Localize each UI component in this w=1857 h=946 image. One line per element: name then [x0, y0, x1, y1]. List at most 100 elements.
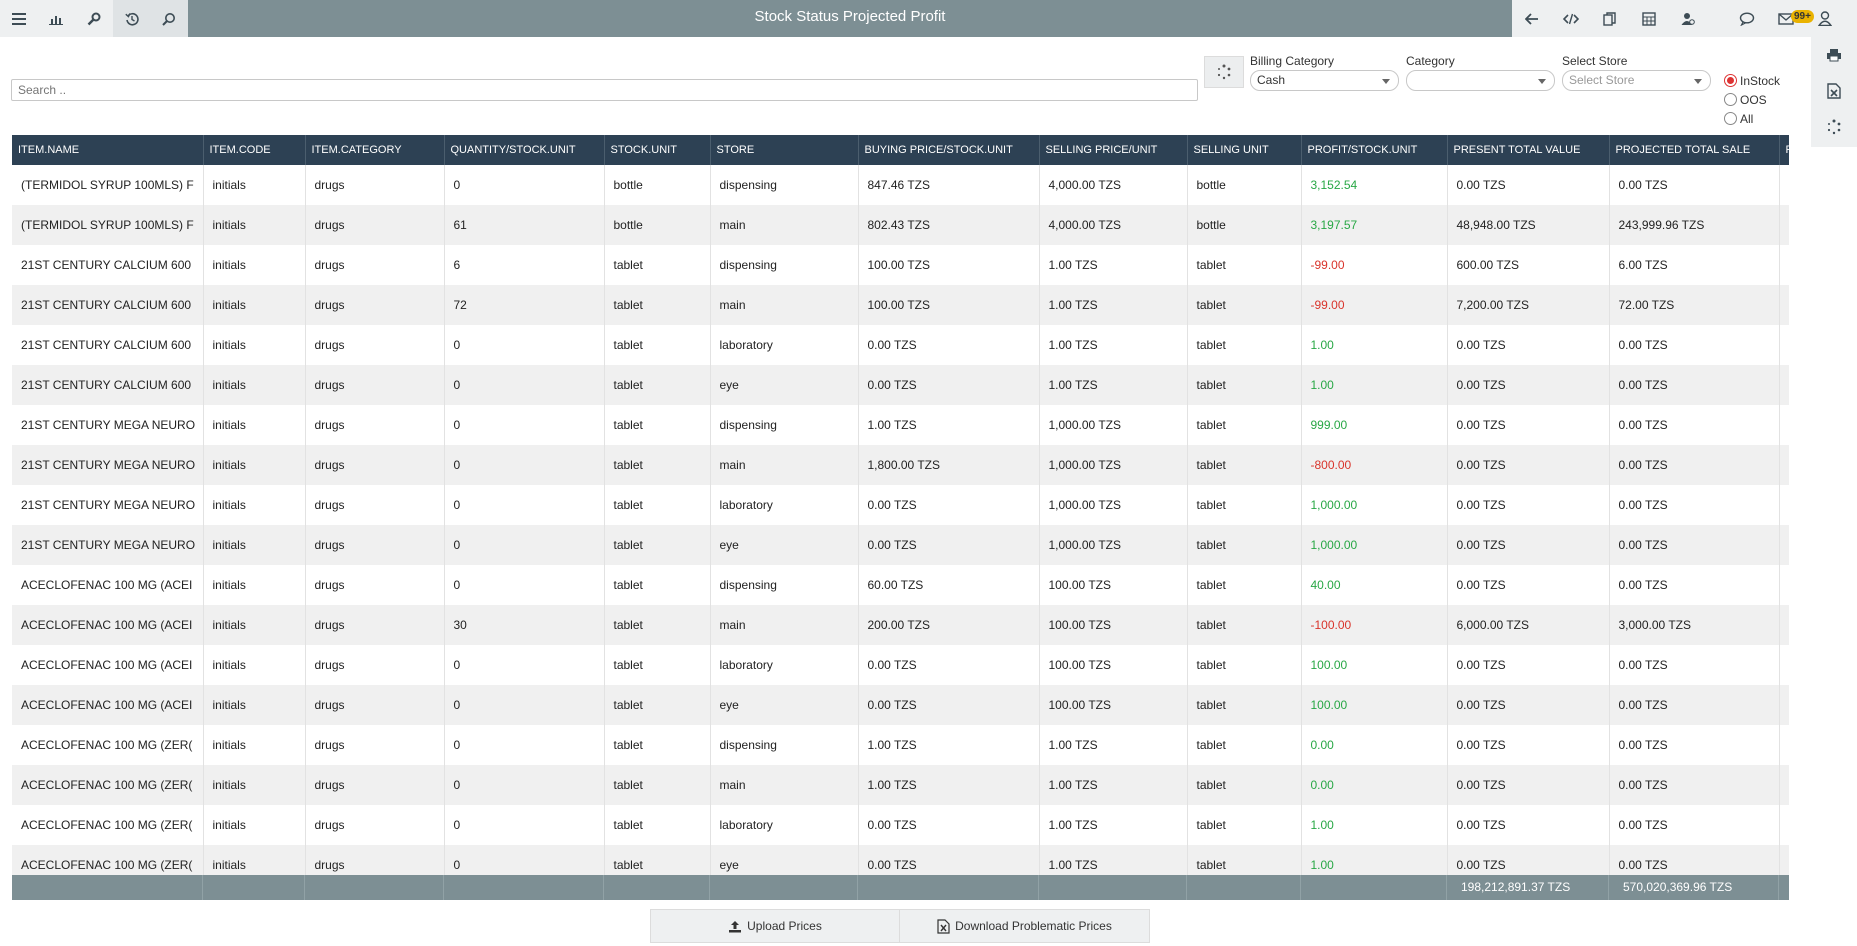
column-header[interactable]: ITEM.CODE	[203, 135, 306, 165]
copy-icon[interactable]	[1590, 0, 1629, 37]
column-header[interactable]: BUYING PRICE/STOCK.UNIT	[858, 135, 1040, 165]
notification-badge[interactable]: 99+	[1791, 10, 1814, 23]
column-header[interactable]: STOCK.UNIT	[604, 135, 711, 165]
column-header[interactable]: ITEM.CATEGORY	[305, 135, 445, 165]
table-cell: tablet	[604, 285, 711, 325]
refresh-button[interactable]	[1204, 56, 1244, 88]
table-row[interactable]: ACECLOFENAC 100 MG (ZER(initials drugs 0 ta…	[12, 725, 1789, 765]
table-cell: 0.00 TZS	[1447, 165, 1610, 205]
profile-icon[interactable]	[1805, 0, 1844, 37]
excel-icon[interactable]	[1811, 73, 1857, 109]
column-header[interactable]: PROFIT/STOCK.UNIT	[1301, 135, 1448, 165]
print-icon[interactable]	[1811, 37, 1857, 73]
table-cell: 1.00 TZS	[1039, 325, 1188, 365]
table-cell: main	[710, 765, 859, 805]
table-cell: dispensing	[710, 565, 859, 605]
search-input[interactable]	[11, 79, 1198, 101]
table-cell: initials	[203, 605, 306, 645]
radio-button[interactable]	[1724, 112, 1737, 125]
table-cell: 6,000.00 TZS	[1447, 605, 1610, 645]
table-row[interactable]: ACECLOFENAC 100 MG (ZER(initials drugs 0 ta…	[12, 845, 1789, 875]
table-row[interactable]: 21ST CENTURY CALCIUM 600 initials drugs 0 ta…	[12, 365, 1789, 405]
radio-instock[interactable]: InStock	[1724, 71, 1780, 90]
table-row[interactable]: 21ST CENTURY CALCIUM 600 initials drugs 6 ta…	[12, 245, 1789, 285]
table-cell: ACECLOFENAC 100 MG (ACEI	[12, 645, 204, 685]
table-cell	[1779, 645, 1789, 685]
table-cell: bottle	[1187, 205, 1302, 245]
table-cell: tablet	[1187, 845, 1302, 875]
table-row[interactable]: 21ST CENTURY CALCIUM 600 initials drugs 0 ta…	[12, 325, 1789, 365]
table-row[interactable]: ACECLOFENAC 100 MG (ACEI initials drugs 0 ta…	[12, 685, 1789, 725]
column-header[interactable]: SELLING UNIT	[1187, 135, 1302, 165]
search-icon[interactable]	[150, 0, 188, 37]
tools-icon[interactable]	[75, 0, 113, 37]
table-row[interactable]: 21ST CENTURY MEGA NEURO initials drugs 0 tab…	[12, 405, 1789, 445]
table-row[interactable]: ACECLOFENAC 100 MG (ZER(initials drugs 0 ta…	[12, 805, 1789, 845]
arrow-left-icon[interactable]	[1512, 0, 1551, 37]
radio-oos[interactable]: OOS	[1724, 90, 1780, 109]
table-row[interactable]: ACECLOFENAC 100 MG (ZER(initials drugs 0 ta…	[12, 765, 1789, 805]
store-select[interactable]: Select Store	[1562, 70, 1711, 91]
spinner-icon[interactable]	[1811, 109, 1857, 145]
table-cell: 6	[444, 245, 605, 285]
calculator-icon[interactable]	[1629, 0, 1668, 37]
table-cell: 1.00 TZS	[1039, 245, 1188, 285]
stock-table: ITEM.NAME ITEM.CODE ITEM.CATEGORY QUANTITY/…	[12, 135, 1789, 875]
column-header[interactable]: ITEM.NAME	[12, 135, 204, 165]
table-row[interactable]: 21ST CENTURY MEGA NEURO initials drugs 0 tab…	[12, 525, 1789, 565]
column-header[interactable]: SELLING PRICE/UNIT	[1039, 135, 1188, 165]
table-row[interactable]: ACECLOFENAC 100 MG (ACEI initials drugs 0 ta…	[12, 565, 1789, 605]
table-cell: 1.00	[1301, 325, 1448, 365]
column-header[interactable]: P	[1779, 135, 1789, 165]
table-row[interactable]: 21ST CENTURY CALCIUM 600 initials drugs 72 t…	[12, 285, 1789, 325]
column-header[interactable]: STORE	[710, 135, 859, 165]
table-cell: 847.46 TZS	[858, 165, 1040, 205]
stock-table-container[interactable]: ITEM.NAME ITEM.CODE ITEM.CATEGORY QUANTITY/…	[12, 135, 1789, 875]
column-header[interactable]: PRESENT TOTAL VALUE	[1447, 135, 1610, 165]
menu-icon[interactable]	[0, 0, 38, 37]
table-cell: tablet	[604, 765, 711, 805]
table-cell	[1779, 165, 1789, 205]
page-title: Stock Status Projected Profit	[754, 8, 946, 25]
upload-prices-button[interactable]: Upload Prices	[651, 910, 900, 942]
table-cell: ACECLOFENAC 100 MG (ZER(	[12, 765, 204, 805]
history-icon[interactable]	[112, 0, 151, 37]
table-cell: (TERMIDOL SYRUP 100MLS) F	[12, 205, 204, 245]
chevron-down-icon	[1694, 79, 1702, 84]
table-cell: 0.00 TZS	[1609, 445, 1780, 485]
table-cell: ACECLOFENAC 100 MG (ZER(	[12, 805, 204, 845]
stock-filter-radios: InStock OOS All	[1724, 71, 1780, 128]
chat-icon[interactable]	[1727, 0, 1766, 37]
table-row[interactable]: 21ST CENTURY MEGA NEURO initials drugs 0 tab…	[12, 445, 1789, 485]
radio-button[interactable]	[1724, 93, 1737, 106]
table-cell: drugs	[305, 285, 445, 325]
table-cell: tablet	[1187, 645, 1302, 685]
table-cell: 7,200.00 TZS	[1447, 285, 1610, 325]
radio-all[interactable]: All	[1724, 109, 1780, 128]
table-cell: 1.00 TZS	[858, 405, 1040, 445]
table-row[interactable]: ACECLOFENAC 100 MG (ACEI initials drugs 0 ta…	[12, 645, 1789, 685]
table-row[interactable]: ACECLOFENAC 100 MG (ACEI initials drugs 30 t…	[12, 605, 1789, 645]
table-cell: 0.00 TZS	[1447, 685, 1610, 725]
table-cell: eye	[710, 365, 859, 405]
table-row[interactable]: 21ST CENTURY MEGA NEURO initials drugs 0 tab…	[12, 485, 1789, 525]
bar-chart-icon[interactable]	[38, 0, 76, 37]
table-cell: tablet	[1187, 525, 1302, 565]
table-cell	[1779, 605, 1789, 645]
category-select[interactable]	[1406, 70, 1555, 91]
table-cell: 1.00 TZS	[1039, 365, 1188, 405]
user-help-icon[interactable]	[1668, 0, 1707, 37]
table-cell: initials	[203, 165, 306, 205]
column-header[interactable]: PROJECTED TOTAL SALE	[1609, 135, 1780, 165]
radio-button-selected[interactable]	[1724, 74, 1737, 87]
download-problematic-prices-button[interactable]: Download Problematic Prices	[900, 910, 1149, 942]
column-header[interactable]: QUANTITY/STOCK.UNIT	[444, 135, 605, 165]
billing-category-select[interactable]: Cash	[1250, 70, 1399, 91]
table-cell: 0.00 TZS	[1609, 525, 1780, 565]
totals-row: 198,212,891.37 TZS 570,020,369.96 TZS	[12, 875, 1789, 900]
table-cell: 0	[444, 645, 605, 685]
table-cell: 21ST CENTURY CALCIUM 600	[12, 325, 204, 365]
code-icon[interactable]	[1551, 0, 1590, 37]
